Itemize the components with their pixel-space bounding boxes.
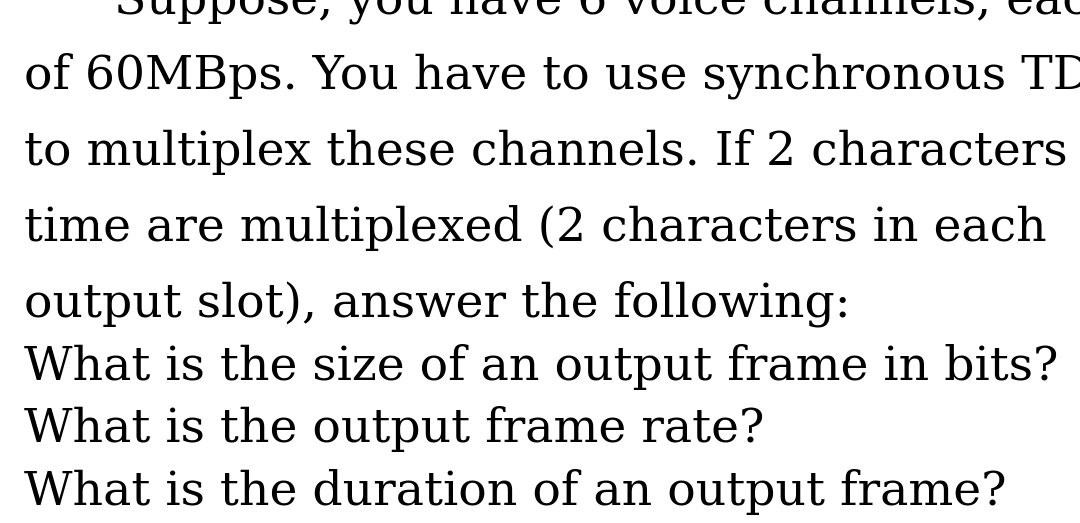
Text: Suppose, you have 6 voice channels, each: Suppose, you have 6 voice channels, each — [24, 0, 1080, 24]
Text: to multiplex these channels. If 2 characters at a: to multiplex these channels. If 2 charac… — [24, 129, 1080, 175]
Text: output slot), answer the following:: output slot), answer the following: — [24, 280, 850, 327]
Text: What is the duration of an output frame?: What is the duration of an output frame? — [24, 469, 1007, 515]
Text: What is the size of an output frame in bits?: What is the size of an output frame in b… — [24, 344, 1058, 390]
Text: time are multiplexed (2 characters in each: time are multiplexed (2 characters in ea… — [24, 205, 1047, 251]
Text: of 60MBps. You have to use synchronous TDM: of 60MBps. You have to use synchronous T… — [24, 53, 1080, 99]
Text: What is the output frame rate?: What is the output frame rate? — [24, 406, 765, 452]
